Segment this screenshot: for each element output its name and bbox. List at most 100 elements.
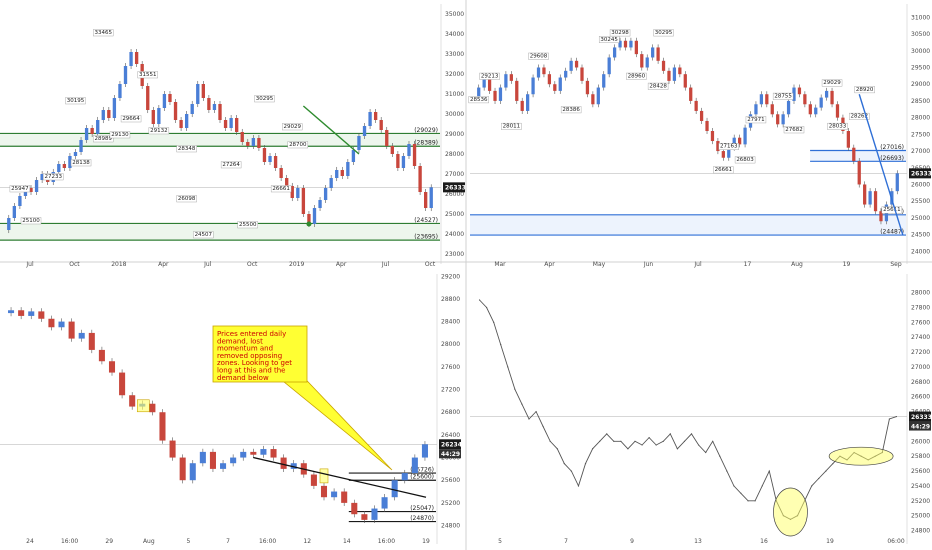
- candle-body: [873, 191, 878, 212]
- y-tick-label: 26000: [911, 438, 930, 445]
- y-tick-label: 27600: [911, 319, 930, 326]
- candle-body: [661, 60, 666, 71]
- price-point: [733, 485, 735, 487]
- candle-body: [371, 508, 378, 520]
- timer-badge: [909, 421, 931, 431]
- candle-body: [260, 449, 267, 455]
- price-point: [641, 444, 643, 446]
- zone-bottom-label: (28389): [414, 140, 438, 147]
- candle-body: [62, 164, 67, 168]
- y-tick-label: 30500: [911, 31, 930, 38]
- candle-body: [732, 137, 736, 148]
- price-point: [563, 463, 565, 465]
- x-tick-label: Oct: [247, 261, 258, 268]
- y-tick-label: 31000: [911, 14, 930, 21]
- swing-label: 29029: [284, 124, 302, 130]
- x-tick-label: Apr: [158, 261, 169, 268]
- x-tick-label: 29: [105, 538, 113, 545]
- candle-body: [629, 40, 633, 48]
- price-point: [613, 440, 615, 442]
- candle-body: [107, 110, 111, 118]
- zone-bottom-label: (24487): [880, 229, 904, 236]
- swing-label: 24507: [195, 232, 213, 238]
- price-point: [726, 470, 728, 472]
- x-tick-label: Oct: [69, 261, 80, 268]
- candle-body: [179, 457, 186, 481]
- price-point: [556, 448, 558, 450]
- swing-label: 30295: [655, 30, 673, 36]
- swing-label: 28138: [72, 160, 90, 166]
- highlight-box: [319, 468, 329, 484]
- candle-body: [824, 90, 829, 98]
- chart-panel-h1: 28000 27800 27600 27400 27200 27000 26800 26600…: [470, 274, 932, 545]
- candle-body: [808, 104, 812, 115]
- candle-body: [835, 104, 840, 118]
- price-badge: [909, 168, 931, 179]
- price-point: [577, 485, 580, 487]
- y-tick-label: 24000: [445, 231, 464, 238]
- y-tick-label: 28000: [911, 290, 930, 297]
- candle-body: [273, 156, 278, 168]
- y-tick-label: 24500: [911, 232, 930, 239]
- swing-label-box: [854, 86, 875, 94]
- swing-label: 29130: [111, 132, 129, 138]
- candle-body: [569, 60, 573, 71]
- price-badge-label: 26234: [441, 441, 462, 448]
- candle-body: [108, 361, 116, 373]
- y-tick-label: 29500: [911, 65, 930, 72]
- candle-body: [759, 94, 764, 105]
- y-tick-label: 26800: [911, 379, 930, 386]
- price-point: [528, 418, 530, 420]
- zone-bottom-label: (24870): [410, 515, 434, 522]
- candle-body: [526, 94, 530, 111]
- candle-body: [656, 47, 660, 61]
- candle-body: [351, 150, 356, 162]
- candle-body: [634, 40, 638, 55]
- zone-bottom-label: (23695): [414, 234, 438, 241]
- x-tick-label: 24: [26, 538, 34, 545]
- x-tick-label: 5: [186, 538, 190, 545]
- swing-label: 28348: [178, 146, 196, 152]
- candle-body: [112, 98, 117, 118]
- y-tick-label: 35000: [445, 11, 464, 18]
- candle-body: [401, 156, 406, 168]
- x-tick-label: 9: [630, 538, 634, 545]
- x-tick-label: 7: [226, 538, 230, 545]
- swing-label: 28011: [503, 124, 521, 130]
- note-box: [212, 325, 308, 383]
- x-tick-label: Apr: [336, 261, 347, 268]
- swing-label-box: [120, 115, 142, 123]
- price-point: [620, 440, 622, 442]
- candle-body: [596, 87, 600, 105]
- y-tick-label: 27600: [441, 364, 460, 371]
- zone-bottom-label: (25600): [410, 474, 434, 481]
- zone-area: [0, 223, 440, 241]
- x-tick-label: Sep: [890, 261, 902, 268]
- price-point: [761, 485, 763, 487]
- x-tick-label: 06:00: [887, 538, 904, 545]
- x-tick-label: 16:00: [378, 538, 395, 545]
- candle-body: [396, 154, 400, 168]
- candle-body: [279, 168, 283, 178]
- candle-body: [846, 131, 850, 148]
- candle-body: [351, 502, 358, 515]
- x-tick-label: 16: [760, 538, 768, 545]
- swing-label-box: [560, 106, 582, 114]
- candle-body: [418, 166, 422, 192]
- x-tick-label: 19: [843, 261, 851, 268]
- price-point: [627, 448, 629, 450]
- swing-label-box: [609, 29, 631, 37]
- trendline-black: [253, 456, 427, 498]
- swing-label: 28536: [470, 97, 488, 103]
- candle-body: [8, 310, 15, 314]
- candle-body: [40, 174, 44, 180]
- price-point: [895, 415, 898, 418]
- candle-body: [118, 84, 122, 98]
- candle-body: [542, 67, 546, 75]
- candle-body: [645, 57, 649, 68]
- swing-label: 28428: [649, 84, 667, 90]
- price-point: [662, 440, 664, 442]
- price-point: [669, 433, 671, 435]
- y-tick-label: 27000: [445, 171, 464, 178]
